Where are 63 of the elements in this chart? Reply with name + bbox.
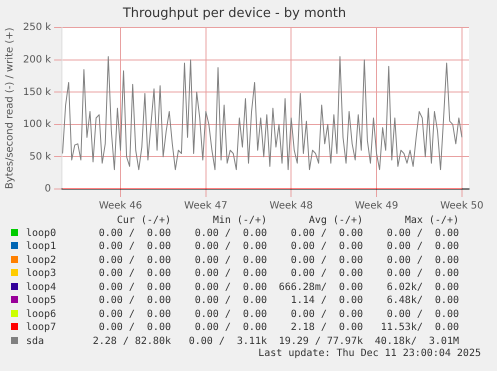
- text: 11.53k/ 0.00: [380, 321, 459, 334]
- text: 0.00 / 0.00: [290, 308, 363, 321]
- y-tick-label: 200 k: [22, 54, 52, 66]
- y-tick-label: 100 k: [22, 119, 52, 130]
- text: 1.14 / 0.00: [290, 294, 363, 308]
- text: 666.28m/ 0.00: [278, 280, 363, 294]
- x-tick-label: Week 46: [98, 200, 142, 212]
- text: 0.00 / 0.00: [98, 321, 171, 334]
- text: 0.00 / 0.00: [386, 308, 459, 321]
- text: 0.00 / 0.00: [386, 267, 459, 280]
- legend-label: loop7: [25, 321, 58, 334]
- text: 0.00 / 0.00: [386, 226, 459, 240]
- text: 0.00 / 0.00: [194, 240, 267, 254]
- x-tick-label: Week 48: [270, 200, 313, 212]
- text: 0.00 / 0.00: [194, 321, 267, 334]
- y-tick-label: 250 k: [22, 22, 52, 34]
- text: 0.00 / 0.00: [194, 294, 267, 308]
- legend-label: loop6: [25, 308, 58, 321]
- legend-label: loop0: [25, 226, 58, 240]
- y-tick-label: 0: [44, 184, 52, 195]
- chart-title: Throughput per device - by month: [122, 6, 346, 22]
- text: 0.00 / 0.00: [194, 308, 267, 321]
- text: 2.28 / 82.80k: [92, 334, 171, 348]
- legend-label: loop4: [25, 280, 58, 294]
- text: 0.00 / 0.00: [290, 226, 363, 240]
- legend-label: loop5: [25, 294, 58, 308]
- text: 0.00 / 0.00: [98, 254, 171, 267]
- text: 6.02k/ 0.00: [386, 280, 459, 294]
- text: 0.00 / 0.00: [98, 294, 171, 308]
- legend-label: sda: [25, 334, 46, 348]
- text: 0.00 / 0.00: [98, 240, 171, 254]
- legend-label: loop3: [25, 267, 58, 280]
- y-axis-title: Bytes/second read (-) / write (+): [4, 27, 16, 190]
- y-tick-label: 50 k: [29, 151, 52, 162]
- text: Avg (-/+): [308, 215, 363, 226]
- text: 0.00 / 0.00: [290, 267, 363, 280]
- text: 0.00 / 0.00: [290, 240, 363, 254]
- text: Max (-/+): [404, 215, 459, 226]
- text: Min (-/+): [212, 215, 267, 226]
- x-tick-label: Week 49: [354, 200, 398, 212]
- text: 40.18k/ 3.01M: [374, 334, 459, 348]
- legend-label: loop1: [25, 240, 58, 254]
- y-tick-label: 150 k: [22, 86, 52, 98]
- legend-label: loop2: [25, 254, 58, 267]
- text: 0.00 / 0.00: [98, 308, 171, 321]
- text: 0.00 / 0.00: [194, 267, 267, 280]
- text: Cur (-/+): [116, 215, 171, 226]
- text: 0.00 / 0.00: [98, 280, 171, 294]
- text: 0.00 / 0.00: [98, 226, 171, 240]
- text: 0.00 / 3.11k: [188, 334, 267, 348]
- text: 6.48k/ 0.00: [386, 294, 459, 308]
- text: 0.00 / 0.00: [194, 226, 267, 240]
- x-tick-label: Week 50: [440, 200, 484, 212]
- x-tick-label: Week 47: [184, 200, 228, 212]
- text: 0.00 / 0.00: [290, 254, 363, 267]
- text: 0.00 / 0.00: [194, 280, 267, 294]
- text: 19.29 / 77.97k: [278, 334, 363, 348]
- text: 0.00 / 0.00: [386, 240, 459, 254]
- text: 0.00 / 0.00: [194, 254, 267, 267]
- text: 0.00 / 0.00: [386, 254, 459, 267]
- text: 0.00 / 0.00: [98, 267, 171, 280]
- text: 2.18 / 0.00: [290, 321, 363, 334]
- text: Last update: Thu Dec 11 23:00:04 2025: [257, 348, 482, 359]
